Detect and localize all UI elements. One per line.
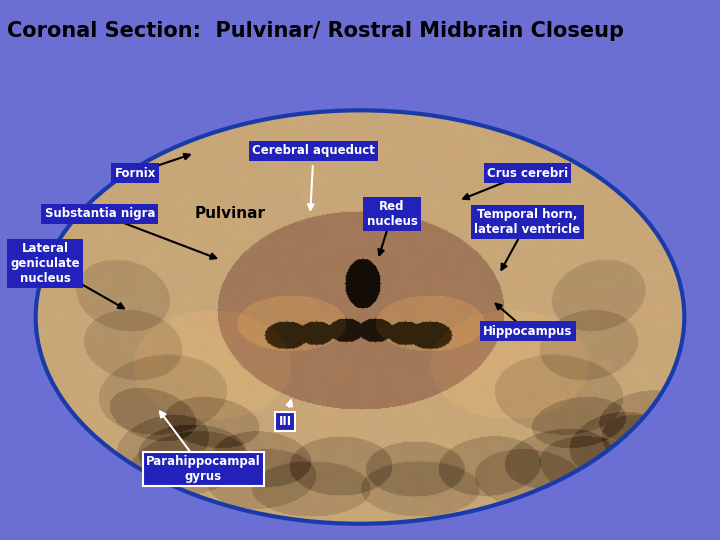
Text: Cerebral aqueduct: Cerebral aqueduct [252, 144, 375, 157]
Text: Substantia nigra: Substantia nigra [45, 207, 155, 220]
Text: Lateral
geniculate
nucleus: Lateral geniculate nucleus [10, 242, 80, 285]
Text: Hippocampus: Hippocampus [483, 325, 572, 338]
Text: Crus cerebri: Crus cerebri [487, 166, 568, 179]
Text: Parahippocampal
gyrus: Parahippocampal gyrus [146, 455, 261, 483]
Text: III: III [279, 415, 292, 428]
Text: Pulvinar: Pulvinar [195, 206, 266, 221]
Text: Red
nucleus: Red nucleus [366, 200, 418, 228]
Text: Temporal horn,
lateral ventricle: Temporal horn, lateral ventricle [474, 208, 580, 236]
Text: Coronal Section:  Pulvinar/ Rostral Midbrain Closeup: Coronal Section: Pulvinar/ Rostral Midbr… [7, 21, 624, 41]
Text: Fornix: Fornix [114, 166, 156, 179]
